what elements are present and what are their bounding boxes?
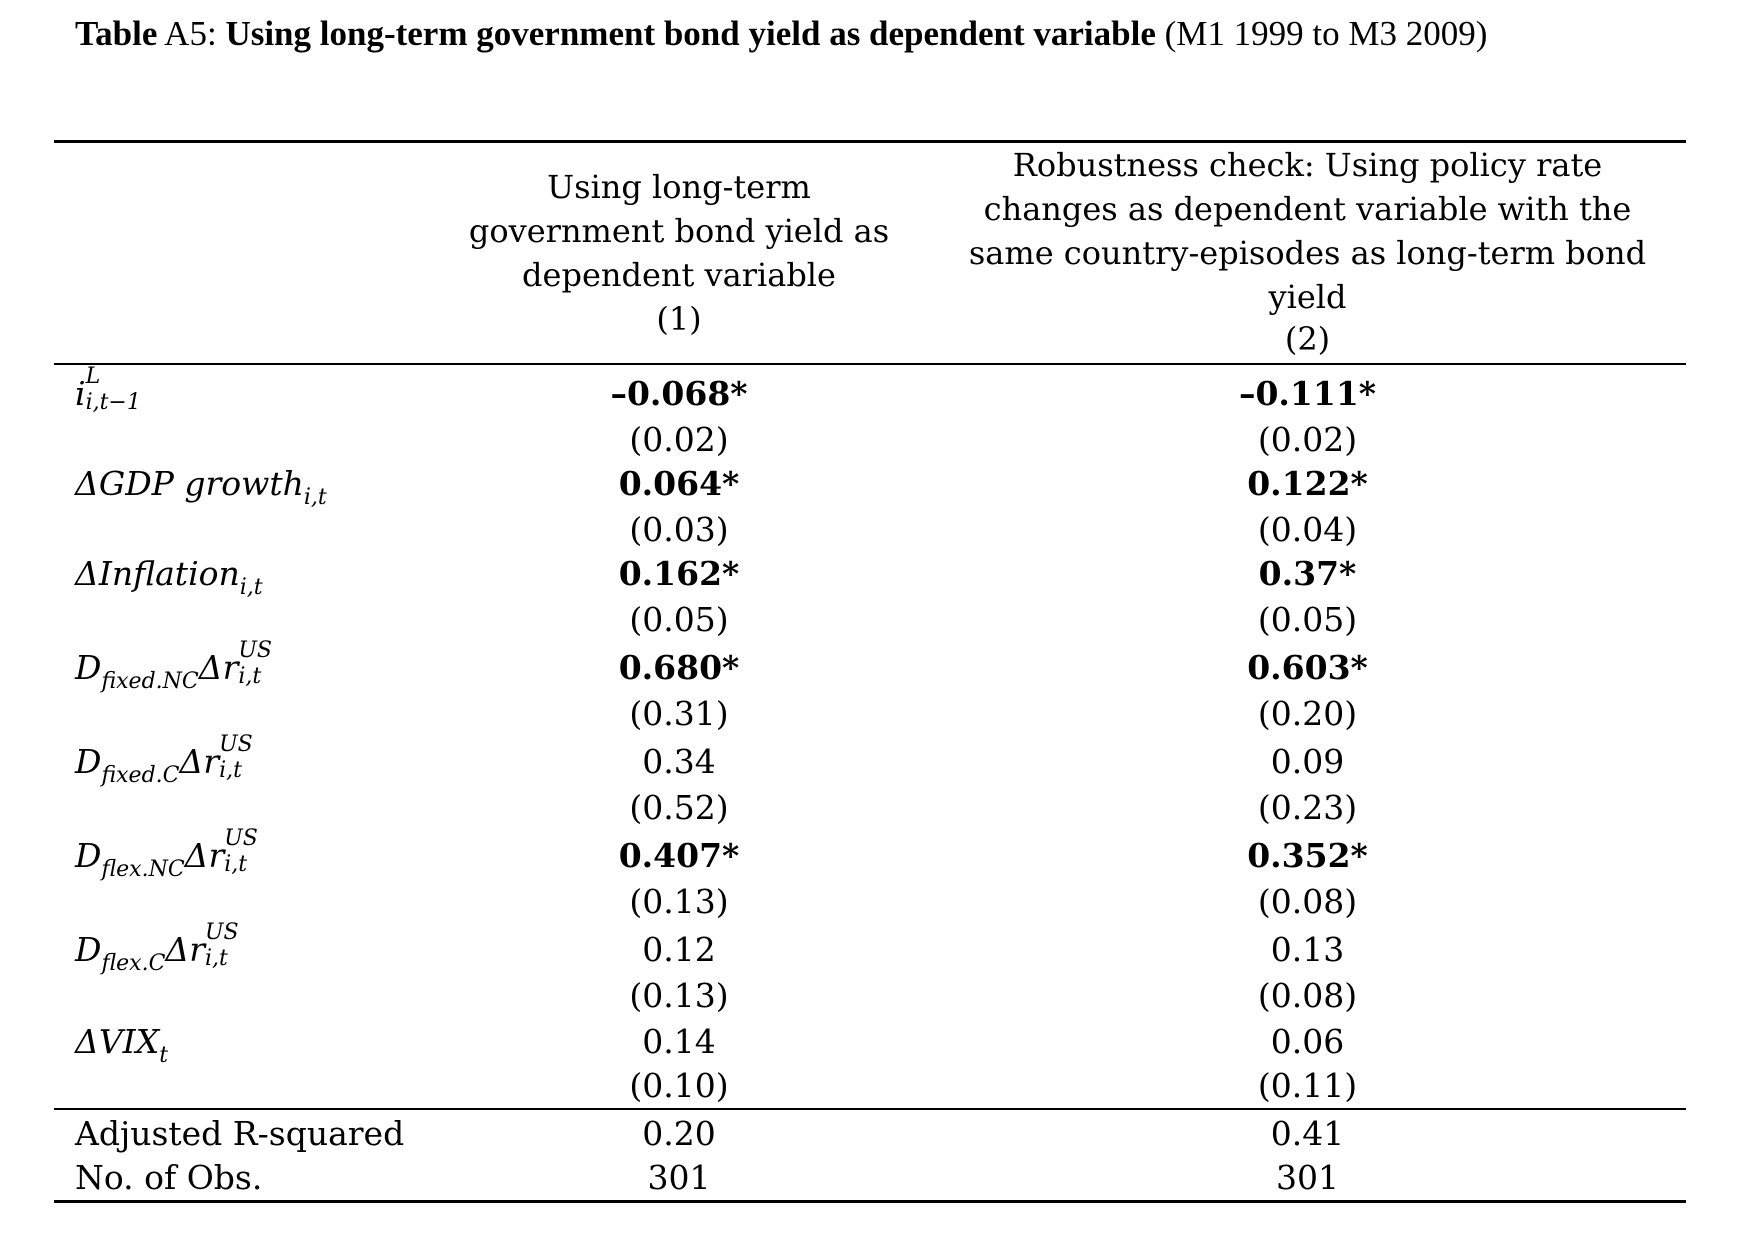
column-number-2: (2): [1284, 320, 1331, 358]
row-label-inflation: ΔInflationi,t: [75, 554, 263, 600]
se-1-flex-nc: (0.13): [629, 882, 729, 921]
column-header-1: Using long-term government bond yield as…: [455, 165, 903, 341]
table-caption: Table A5: Using long-term government bon…: [75, 12, 1635, 56]
footer-label-r-squared: Adjusted R-squared: [75, 1114, 405, 1153]
coef-1-fixed-nc: 0.680*: [618, 648, 740, 687]
coef-1-lagged-yield: –0.068*: [610, 374, 748, 413]
coef-2-fixed-c: 0.09: [1270, 742, 1345, 781]
caption-period: (M1 1999 to M3 2009): [1155, 14, 1488, 53]
row-label-flex-nc: Dflex.NCΔr US i,t: [75, 826, 258, 883]
se-1-inflation: (0.05): [629, 600, 729, 639]
se-2-fixed-nc: (0.20): [1257, 694, 1358, 733]
se-1-lagged-yield: (0.02): [629, 420, 729, 459]
se-2-flex-nc: (0.08): [1257, 882, 1358, 921]
row-label-fixed-nc: Dfixed.NCΔr US i,t: [75, 638, 272, 695]
footer-label-obs: No. of Obs.: [75, 1158, 263, 1197]
coef-1-flex-c: 0.12: [642, 930, 716, 969]
coef-2-lagged-yield: –0.111*: [1238, 374, 1377, 413]
coef-1-flex-nc: 0.407*: [618, 836, 740, 875]
coef-1-gdp-growth: 0.064*: [618, 464, 740, 503]
header-rule: [54, 363, 1686, 365]
se-2-inflation: (0.05): [1257, 600, 1358, 639]
coef-2-gdp-growth: 0.122*: [1247, 464, 1368, 503]
se-1-vix: (0.10): [629, 1066, 729, 1105]
se-2-vix: (0.11): [1257, 1066, 1358, 1105]
obs-2: 301: [1276, 1158, 1339, 1197]
coef-2-fixed-nc: 0.603*: [1247, 648, 1368, 687]
body-rule: [54, 1108, 1686, 1110]
obs-1: 301: [647, 1158, 711, 1197]
bottom-rule: [54, 1200, 1686, 1203]
r-squared-2: 0.41: [1270, 1114, 1345, 1153]
coef-1-vix: 0.14: [642, 1022, 716, 1061]
caption-number: A5:: [157, 14, 226, 53]
row-label-gdp-growth: ΔGDP growthi,t: [75, 464, 327, 510]
column-header-2: Robustness check: Using policy rate chan…: [945, 143, 1670, 359]
se-1-flex-c: (0.13): [629, 976, 729, 1015]
se-1-fixed-c: (0.52): [629, 788, 729, 827]
caption-title: Using long-term government bond yield as…: [225, 14, 1156, 53]
row-label-flex-c: Dflex.CΔr US i,t: [75, 920, 239, 977]
column-number-1: (1): [656, 300, 702, 338]
coef-1-inflation: 0.162*: [618, 554, 740, 593]
coef-2-vix: 0.06: [1270, 1022, 1345, 1061]
coef-2-flex-c: 0.13: [1270, 930, 1345, 969]
top-rule: [54, 140, 1686, 143]
se-2-flex-c: (0.08): [1257, 976, 1358, 1015]
se-1-gdp-growth: (0.03): [629, 510, 729, 549]
column-heading-2: Robustness check: Using policy rate chan…: [968, 146, 1647, 316]
coef-1-fixed-c: 0.34: [642, 742, 716, 781]
se-2-lagged-yield: (0.02): [1257, 420, 1358, 459]
row-label-vix: ΔVIXt: [75, 1022, 169, 1068]
r-squared-1: 0.20: [642, 1114, 716, 1153]
row-label-fixed-c: Dfixed.CΔr US i,t: [75, 732, 253, 789]
coef-2-flex-nc: 0.352*: [1247, 836, 1368, 875]
column-heading-1: Using long-term government bond yield as…: [468, 168, 890, 294]
caption-label: Table: [75, 14, 158, 53]
coef-2-inflation: 0.37*: [1258, 554, 1357, 593]
se-2-fixed-c: (0.23): [1257, 788, 1358, 827]
se-2-gdp-growth: (0.04): [1257, 510, 1358, 549]
se-1-fixed-nc: (0.31): [629, 694, 729, 733]
